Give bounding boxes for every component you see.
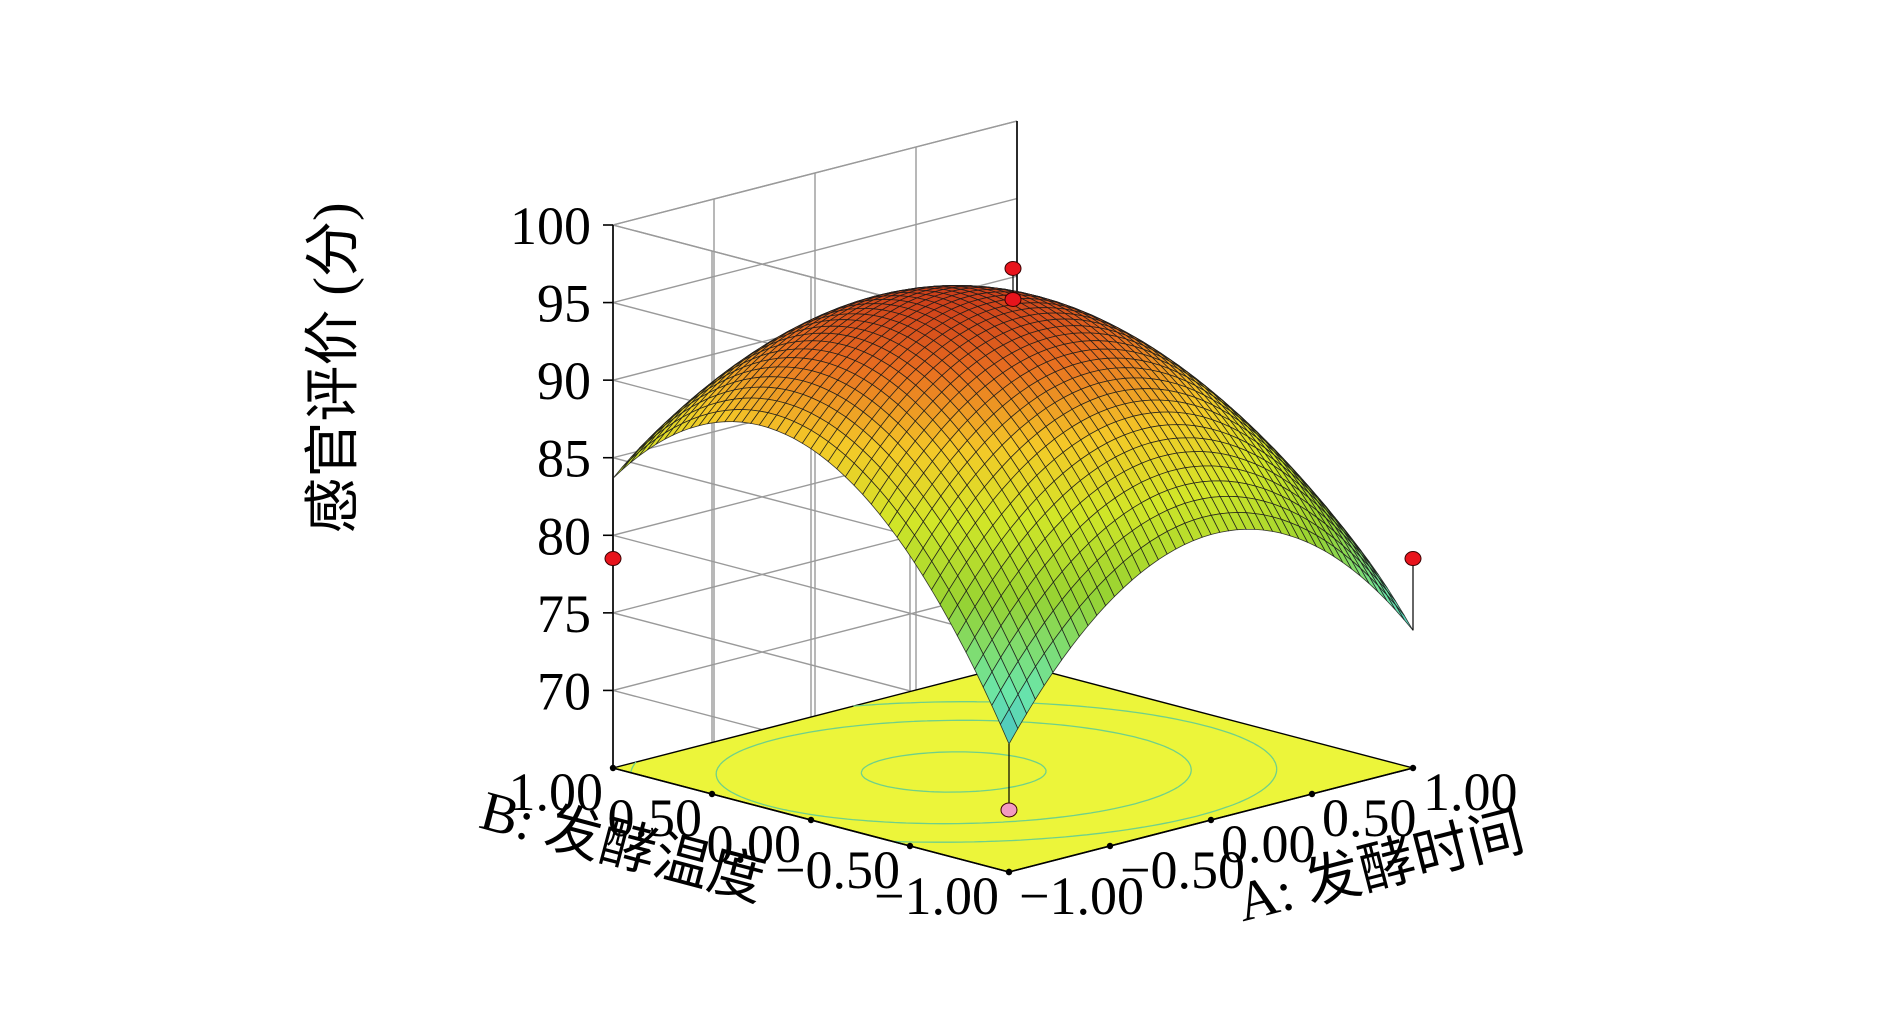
b-axis-line	[612, 767, 1010, 873]
b-tick-label: −1.00	[874, 866, 999, 926]
design-points	[604, 260, 1422, 818]
z-tick-label: 85	[537, 429, 591, 489]
response-surface	[612, 284, 1414, 745]
b-tick-label: 1.00	[509, 762, 604, 822]
z-tick-label: 70	[537, 661, 591, 721]
design-point	[604, 551, 622, 567]
z-tick-label: 100	[510, 196, 591, 256]
a-tick-label: −0.50	[1120, 840, 1245, 900]
a-tick-label: 0.50	[1322, 788, 1417, 848]
z-tick-label: 75	[537, 584, 591, 644]
design-point	[1000, 802, 1018, 818]
b-tick-label: 0.00	[707, 814, 802, 874]
a-tick-label: −1.00	[1019, 866, 1144, 926]
a-tick-label: 0.00	[1221, 814, 1316, 874]
floor-contour	[860, 751, 1047, 793]
b-tick-label: −0.50	[775, 840, 900, 900]
surface-cell	[999, 708, 1019, 745]
floor-contour	[715, 719, 1192, 825]
b-tick-label: 0.50	[608, 788, 703, 848]
z-tick-label: 90	[537, 351, 591, 411]
z-tick-label: 80	[537, 506, 591, 566]
design-point	[1004, 291, 1022, 307]
a-tick-label: 1.00	[1423, 762, 1518, 822]
design-point	[1004, 260, 1022, 276]
z-axis-title: 感官评价 (分)	[303, 202, 365, 533]
design-point	[1404, 551, 1422, 567]
a-axis-line	[1008, 767, 1414, 873]
z-tick-label: 95	[537, 274, 591, 334]
